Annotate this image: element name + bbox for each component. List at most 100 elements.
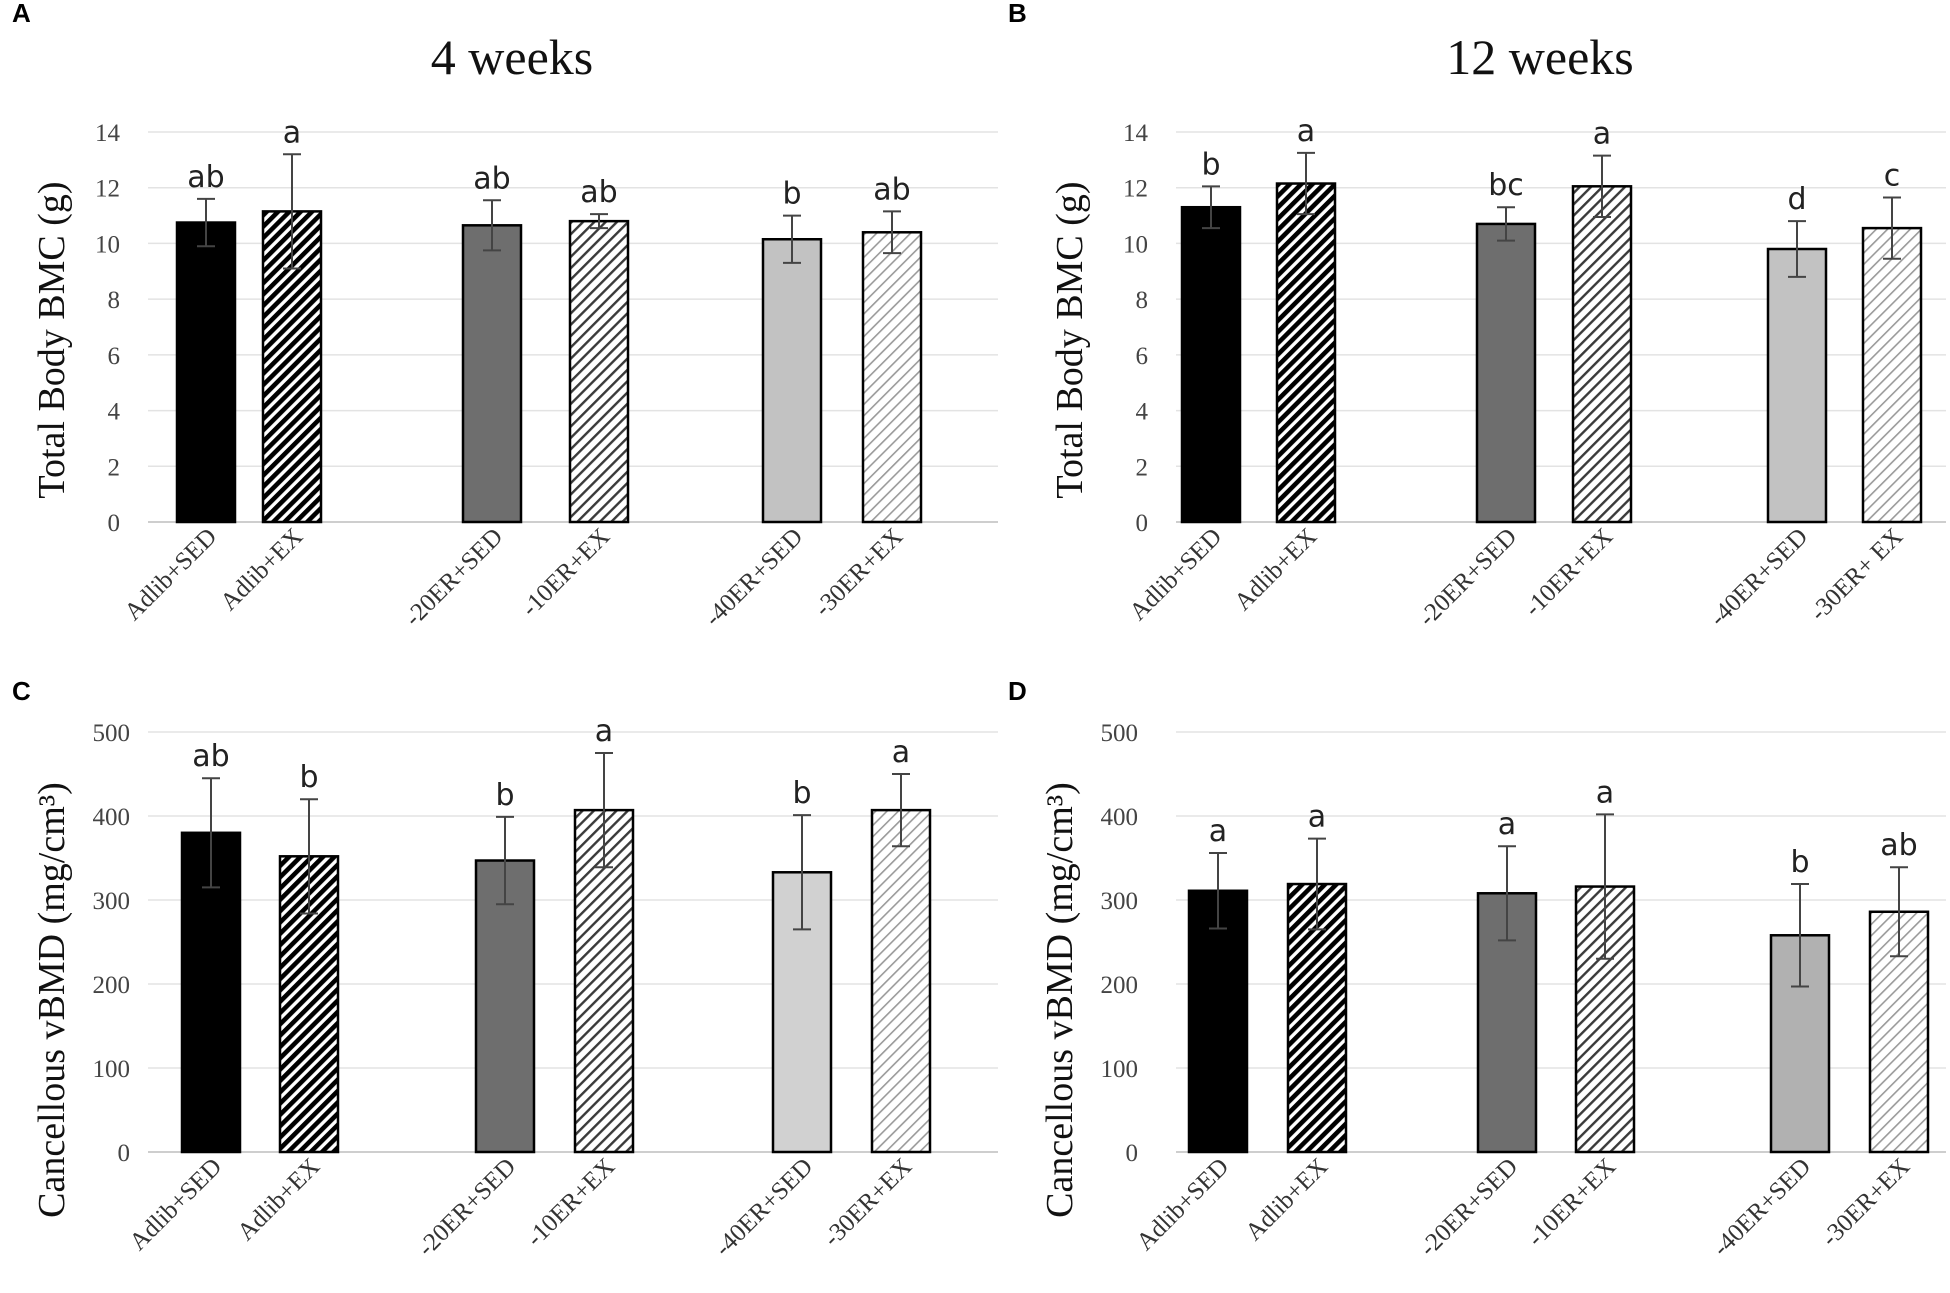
y-tick-label: 12 (95, 176, 120, 203)
y-tick-label: 0 (1126, 1140, 1139, 1167)
bar-20er-sed (461, 224, 523, 524)
significance-letter: ab (1880, 828, 1917, 863)
y-tick-label: 8 (108, 287, 121, 314)
bar-20er-sed (474, 859, 536, 1154)
significance-letter: b (782, 177, 801, 212)
y-tick-label: 8 (1136, 287, 1149, 314)
bar-10er-ex (568, 219, 630, 524)
significance-letter: ab (580, 175, 617, 210)
significance-letter: a (1308, 800, 1326, 835)
x-tick-label: -30ER+EX (818, 1153, 917, 1252)
bar-40er-sed (761, 238, 823, 524)
y-tick-label: 6 (108, 343, 121, 370)
bar-30er-ex (870, 808, 932, 1154)
x-tick-label: -10ER+EX (521, 1153, 620, 1252)
x-tick-label: -20ER+SED (400, 523, 509, 632)
panel-a-chart: 0 2 4 6 8 10 12 14 ab Adlib+SED a Adlib+EX ab -20ER+S… (95, 115, 998, 632)
significance-letter: bc (1488, 168, 1524, 203)
y-tick-label: 100 (93, 1056, 131, 1083)
significance-letter: ab (873, 172, 910, 207)
panel-letter-a: A (12, 0, 31, 28)
x-tick-label: -10ER+EX (1519, 523, 1618, 622)
x-tick-label: -20ER+SED (413, 1153, 522, 1262)
y-tick-label: 2 (108, 454, 121, 481)
significance-letter: ab (473, 161, 510, 196)
bar-adlib-ex (1275, 182, 1337, 524)
x-tick-label: -10ER+EX (516, 523, 615, 622)
y-tick-label: 0 (1136, 510, 1149, 537)
panel-d-chart: 0 100 200 300 400 500 a Adlib+SED a Adlib+EX a -20E… (1101, 720, 1946, 1262)
x-tick-label: -40ER+SED (700, 523, 809, 632)
y-tick-label: 10 (1123, 231, 1148, 258)
panel-b-title: 12 weeks (1446, 29, 1633, 85)
bar-40er-sed (1766, 247, 1828, 524)
x-tick-label: Adlib+SED (125, 1153, 228, 1256)
bar-10er-ex (1571, 185, 1633, 524)
y-tick-label: 400 (93, 804, 131, 831)
x-tick-label: Adlib+EX (1240, 1153, 1333, 1246)
panel-letter-b: B (1008, 0, 1027, 28)
y-tick-label: 200 (93, 972, 131, 999)
significance-letter: a (1593, 117, 1611, 152)
panel-b-chart: 0 2 4 6 8 10 12 14 b Adlib+SED a Adlib+EX bc -20ER+SE… (1123, 114, 1946, 632)
panel-a-ylabel: Total Body BMC (g) (31, 181, 73, 498)
bar-10er-ex (573, 808, 635, 1154)
bar-adlib-sed (1180, 205, 1242, 524)
x-tick-label: Adlib+EX (1229, 523, 1322, 616)
panel-c-chart: 0 100 200 300 400 500 ab Adlib+SED b Adlib+EX b -20… (93, 714, 998, 1262)
significance-letter: a (1209, 814, 1227, 849)
panel-d-ylabel: Cancellous vBMD (mg/cm³) (1039, 782, 1081, 1218)
y-tick-label: 14 (95, 120, 121, 147)
bar-20er-sed (1475, 222, 1537, 524)
x-tick-label: Adlib+SED (1125, 523, 1228, 626)
y-tick-label: 400 (1101, 804, 1139, 831)
bar-30er-ex (1861, 226, 1923, 524)
y-tick-label: 0 (108, 510, 121, 537)
y-tick-label: 300 (93, 888, 131, 915)
y-tick-label: 200 (1101, 972, 1139, 999)
x-tick-label: -20ER+SED (1414, 523, 1523, 632)
x-tick-label: -30ER+EX (809, 523, 908, 622)
x-tick-label: -40ER+SED (1705, 523, 1814, 632)
y-tick-label: 10 (95, 231, 120, 258)
y-tick-label: 2 (1136, 454, 1149, 481)
bar-adlib-sed (175, 221, 237, 524)
bar-adlib-sed (1187, 889, 1249, 1154)
x-tick-label: -30ER+EX (1816, 1153, 1915, 1252)
panel-letter-d: D (1008, 676, 1027, 706)
significance-letter: a (892, 735, 910, 770)
y-tick-label: 4 (1136, 399, 1149, 426)
significance-letter: a (283, 115, 301, 150)
significance-letter: a (1596, 775, 1614, 810)
y-tick-label: 14 (1123, 120, 1149, 147)
x-tick-label: -40ER+SED (1708, 1153, 1817, 1262)
bar-30er-ex (861, 231, 923, 524)
x-tick-label: -10ER+EX (1522, 1153, 1621, 1252)
significance-letter: b (299, 760, 318, 795)
significance-letter: b (1790, 845, 1809, 880)
x-tick-label: -40ER+SED (710, 1153, 819, 1262)
panel-b-ylabel: Total Body BMC (g) (1049, 181, 1091, 498)
x-tick-label: Adlib+EX (232, 1153, 325, 1246)
y-tick-label: 500 (93, 720, 131, 747)
x-tick-label: -20ER+SED (1415, 1153, 1524, 1262)
significance-letter: ab (187, 160, 224, 195)
significance-letter: a (595, 714, 613, 749)
y-tick-label: 12 (1123, 176, 1148, 203)
y-tick-label: 300 (1101, 888, 1139, 915)
panel-c-ylabel: Cancellous vBMD (mg/cm³) (31, 782, 73, 1218)
y-tick-label: 500 (1101, 720, 1139, 747)
significance-letter: a (1498, 807, 1516, 842)
significance-letter: a (1297, 114, 1315, 149)
significance-letter: ab (192, 739, 229, 774)
significance-letter: c (1884, 158, 1901, 193)
x-tick-label: -30ER+ EX (1805, 523, 1908, 626)
significance-letter: b (495, 778, 514, 813)
y-tick-label: 4 (108, 399, 121, 426)
panel-a-title: 4 weeks (431, 29, 593, 85)
significance-letter: b (1201, 147, 1220, 182)
y-tick-label: 100 (1101, 1056, 1139, 1083)
y-tick-label: 0 (118, 1140, 131, 1167)
x-tick-label: Adlib+SED (120, 523, 223, 626)
